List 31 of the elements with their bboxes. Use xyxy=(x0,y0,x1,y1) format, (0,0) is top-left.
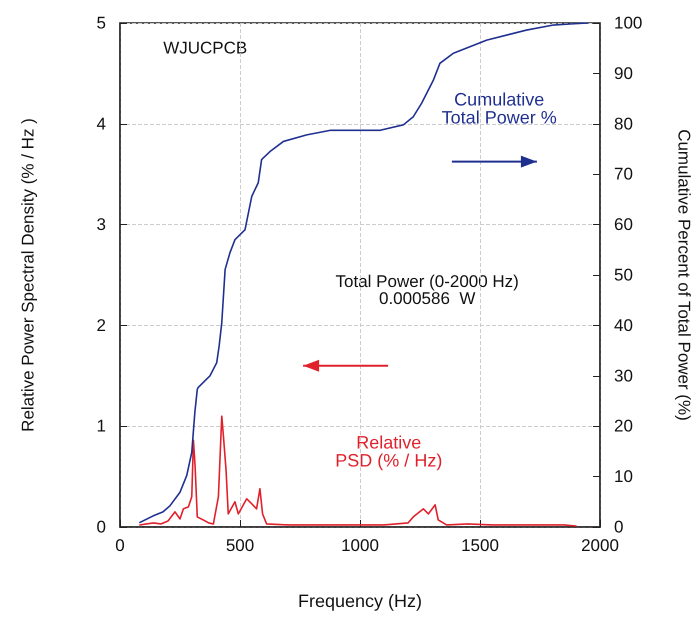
x-tick-label: 2000 xyxy=(581,536,619,555)
y2-tick-label: 60 xyxy=(614,215,633,234)
y-tick-label: 3 xyxy=(96,215,106,234)
y2-axis-title: Cumulative Percent of Total Power (%) xyxy=(674,129,694,421)
y2-tick-label: 50 xyxy=(614,266,633,284)
line-series xyxy=(139,415,577,527)
series-label: Cumulative Total Power % xyxy=(442,90,557,128)
x-tick-label: 0 xyxy=(115,536,125,555)
line-series xyxy=(139,22,589,524)
y2-tick-label: 70 xyxy=(614,164,633,184)
y2-tick-label: 80 xyxy=(614,114,633,134)
x-tick-label: 1500 xyxy=(461,536,499,555)
y2-tick-label: 30 xyxy=(614,366,633,386)
y-tick-label: 1 xyxy=(96,416,106,436)
annotation: WJUCPCB xyxy=(163,38,248,58)
y2-tick-label: 90 xyxy=(614,64,633,83)
x-axis-title: Frequency (Hz) xyxy=(298,591,422,611)
series-label: Relative PSD (% / Hz) xyxy=(335,432,442,470)
y-tick-label: 4 xyxy=(96,114,106,134)
annotation: Total Power (0-2000 Hz) 0.000586 W xyxy=(336,272,519,308)
x-tick-label: 1000 xyxy=(341,536,379,555)
y2-tick-label: 40 xyxy=(614,316,633,335)
y-tick-label: 2 xyxy=(96,316,106,335)
y-tick-label: 5 xyxy=(96,14,106,32)
y-axis-title: Relative Power Spectral Density (% / Hz ) xyxy=(18,118,38,432)
y2-tick-label: 20 xyxy=(614,416,633,436)
y2-tick-label: 10 xyxy=(614,467,633,486)
x-tick-label: 500 xyxy=(226,536,254,555)
y-tick-label: 0 xyxy=(96,518,106,536)
y2-tick-label: 100 xyxy=(614,14,642,32)
y2-tick-label: 0 xyxy=(614,518,624,536)
